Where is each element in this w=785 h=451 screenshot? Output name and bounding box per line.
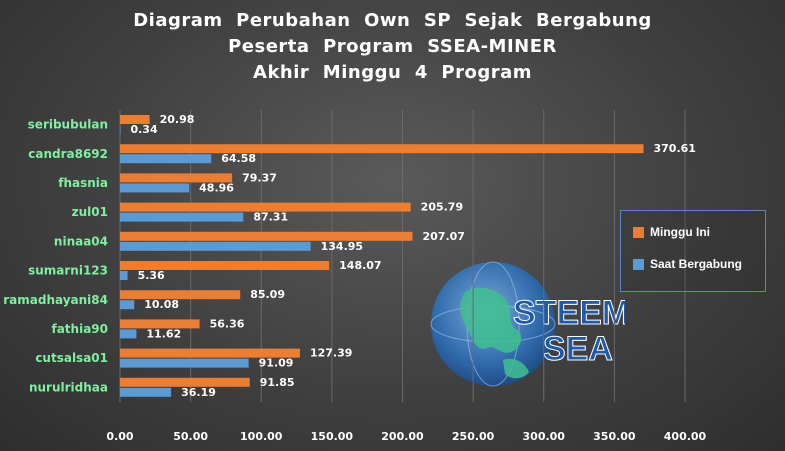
category-label-zul01: zul01: [72, 205, 108, 219]
bar-candra8692-series-0: [120, 144, 644, 154]
x-tick-label-6: 300.00: [523, 430, 566, 443]
logo-text-sea: SEA: [543, 330, 613, 368]
value-label-candra8692-series-0: 370.61: [653, 142, 695, 155]
bar-ninaa04-series-0: [120, 231, 413, 241]
legend-item-minggu-ini: Minggu Ini: [633, 225, 710, 239]
value-label-fhasnia-series-1: 48.96: [199, 181, 234, 194]
category-label-ninaa04: ninaa04: [54, 234, 108, 248]
bar-fhasnia-series-1: [120, 183, 190, 193]
bar-ramadhayani84-series-0: [120, 290, 241, 300]
category-label-candra8692: candra8692: [28, 147, 108, 161]
bar-zul01-series-0: [120, 202, 411, 212]
bar-nurulridhaa-series-0: [120, 377, 250, 387]
logo-text-steem: STEEM: [513, 294, 625, 332]
value-label-fathia90-series-0: 56.36: [210, 317, 245, 330]
x-tick-label-5: 250.00: [452, 430, 495, 443]
value-label-ninaa04-series-0: 207.07: [422, 230, 464, 243]
bar-cutsalsa01-series-0: [120, 348, 300, 358]
value-label-seribubulan-series-1: 0.34: [130, 123, 157, 136]
x-tick-label-0: 0.00: [106, 430, 133, 443]
value-label-ninaa04-series-1: 134.95: [321, 240, 363, 253]
bar-seribubulan-series-0: [120, 115, 150, 124]
category-label-cutsalsa01: cutsalsa01: [35, 351, 108, 365]
bar-cutsalsa01-series-1: [120, 358, 249, 368]
chart-title-line-3: Akhir Minggu 4 Program: [253, 62, 532, 83]
bar-ninaa04-series-1: [120, 241, 311, 251]
value-label-nurulridhaa-series-0: 91.85: [260, 376, 295, 389]
bar-sumarni123-series-0: [120, 261, 330, 270]
value-label-fhasnia-series-0: 79.37: [242, 171, 277, 184]
value-label-sumarni123-series-1: 5.36: [138, 269, 165, 282]
value-label-cutsalsa01-series-1: 91.09: [259, 357, 294, 370]
x-tick-label-4: 200.00: [381, 430, 424, 443]
value-label-sumarni123-series-0: 148.07: [339, 259, 381, 272]
x-tick-label-3: 150.00: [311, 430, 354, 443]
bar-fhasnia-series-0: [120, 173, 233, 183]
x-tick-label-7: 350.00: [593, 430, 636, 443]
value-label-zul01-series-1: 87.31: [253, 211, 288, 224]
x-tick-label-8: 400.00: [664, 430, 707, 443]
bar-seribubulan-series-1: [120, 125, 121, 134]
legend-swatch-minggu-ini: [633, 226, 644, 238]
category-label-nurulridhaa: nurulridhaa: [29, 380, 108, 394]
category-label-ramadhayani84: ramadhayani84: [3, 293, 108, 307]
chart-title-line-2: Peserta Program SSEA-MINER: [228, 36, 557, 57]
legend-item-saat-bergabung: Saat Bergabung: [633, 257, 742, 271]
value-label-candra8692-series-1: 64.58: [221, 152, 256, 165]
legend-swatch-saat-bergabung: [633, 258, 644, 270]
category-label-fathia90: fathia90: [51, 322, 108, 336]
chart-legend: Minggu Ini Saat Bergabung: [620, 210, 766, 292]
x-tick-label-2: 100.00: [240, 430, 283, 443]
category-label-fhasnia: fhasnia: [58, 176, 108, 190]
bar-fathia90-series-1: [120, 329, 137, 339]
globe-icon: [430, 261, 556, 387]
chart-title: Diagram Perubahan Own SP Sejak Bergabung…: [0, 8, 785, 86]
bar-sumarni123-series-1: [120, 271, 128, 280]
category-label-sumarni123: sumarni123: [28, 264, 108, 278]
value-label-nurulridhaa-series-1: 36.19: [181, 386, 216, 399]
steem-sea-logo: STEEM SEA: [430, 261, 625, 387]
bar-nurulridhaa-series-1: [120, 387, 172, 397]
bar-fathia90-series-0: [120, 319, 200, 329]
value-label-ramadhayani84-series-1: 10.08: [144, 298, 179, 311]
chart-title-line-1: Diagram Perubahan Own SP Sejak Bergabung: [133, 10, 652, 31]
category-label-seribubulan: seribubulan: [28, 118, 108, 132]
value-label-zul01-series-0: 205.79: [421, 201, 463, 214]
legend-label-saat-bergabung: Saat Bergabung: [650, 257, 743, 271]
legend-label-minggu-ini: Minggu Ini: [650, 225, 710, 239]
value-label-fathia90-series-1: 11.62: [146, 327, 181, 340]
bar-zul01-series-1: [120, 212, 244, 222]
value-label-ramadhayani84-series-0: 85.09: [250, 288, 285, 301]
x-tick-label-1: 50.00: [173, 430, 208, 443]
bar-candra8692-series-1: [120, 154, 212, 164]
bar-ramadhayani84-series-1: [120, 300, 135, 310]
value-label-cutsalsa01-series-0: 127.39: [310, 347, 352, 360]
value-label-seribubulan-series-0: 20.98: [160, 113, 195, 126]
